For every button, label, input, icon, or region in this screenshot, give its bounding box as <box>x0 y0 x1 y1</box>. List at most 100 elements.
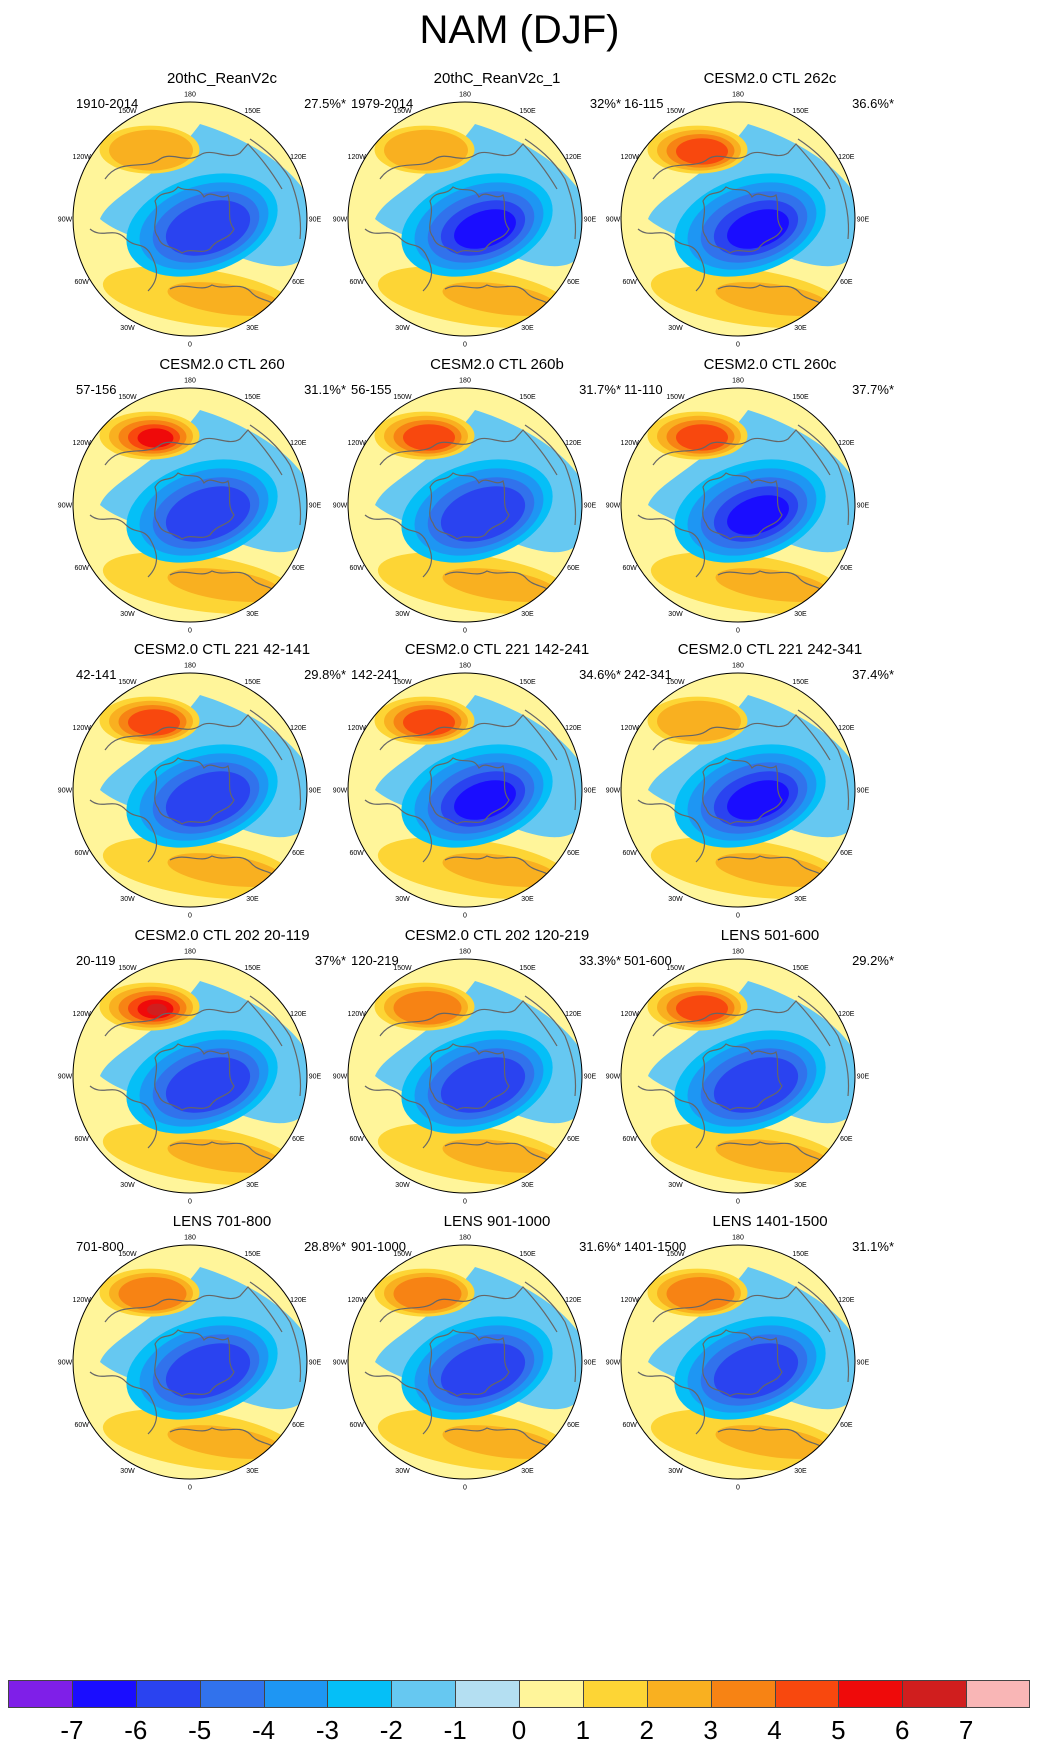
longitude-label: 0 <box>463 1199 467 1206</box>
map-panel: LENS 501-600 501-600 29.2%* 180 150E 120E 90E 6… <box>606 927 920 1237</box>
longitude-label: 150E <box>792 1251 809 1258</box>
colorbar-tick-label: 4 <box>767 1715 782 1745</box>
longitude-label: 90E <box>309 217 322 224</box>
longitude-label: 150E <box>792 965 809 972</box>
panel-title: CESM2.0 CTL 262c <box>703 70 837 87</box>
explained-variance: 31.6%* <box>579 1239 621 1254</box>
longitude-label: 60E <box>840 850 853 857</box>
longitude-label: 0 <box>736 913 740 920</box>
panel-period: 1979-2014 <box>351 96 414 111</box>
longitude-label: 150W <box>393 1251 412 1258</box>
longitude-label: 30W <box>668 896 683 903</box>
map-boundary <box>347 672 583 908</box>
pacific-positive-contour <box>657 700 741 742</box>
atlantic-positive-contour <box>715 1139 831 1173</box>
longitude-label: 90E <box>584 788 597 795</box>
longitude-label: 150E <box>244 108 261 115</box>
colorbar-tick-label: -7 <box>60 1715 84 1745</box>
longitude-label: 30W <box>395 1468 410 1475</box>
map-field <box>621 959 855 1193</box>
longitude-label: 90W <box>333 1074 348 1081</box>
coastlines <box>364 138 577 312</box>
coastline <box>364 1085 433 1149</box>
longitude-label: 150W <box>118 394 137 401</box>
coastline <box>797 709 850 811</box>
coastline <box>89 799 158 863</box>
colorbar: -7 -6 -5 -4 -3 -2 -1 0 1 2 3 4 5 6 7 <box>8 1680 1030 1752</box>
longitude-label: 30E <box>246 325 259 332</box>
explained-variance: 29.8%* <box>304 667 346 682</box>
longitude-label: 30E <box>521 1468 534 1475</box>
coastlines <box>89 424 302 598</box>
coastline <box>429 186 510 254</box>
longitude-label: 60W <box>349 565 364 572</box>
colorbar-tick-label: 5 <box>831 1715 846 1745</box>
longitude-label: 30E <box>794 1468 807 1475</box>
explained-variance: 36.6%* <box>852 96 894 111</box>
longitude-label: 0 <box>188 628 192 635</box>
map-boundary <box>72 101 308 337</box>
longitude-label: 120W <box>73 725 92 732</box>
coastline <box>429 757 510 825</box>
map-boundary <box>347 1244 583 1480</box>
coastline <box>154 1329 235 1397</box>
polar-map: 180 150E 120E 90E 60E 30E 0 30W 60W 90W 120W 150W <box>58 1235 322 1492</box>
longitude-label: 0 <box>188 342 192 349</box>
longitude-label: 90E <box>309 503 322 510</box>
longitude-label: 60E <box>292 1136 305 1143</box>
longitude-label: 60E <box>567 565 580 572</box>
colorbar-swatch <box>391 1680 456 1708</box>
longitude-label: 120W <box>73 1011 92 1018</box>
coastlines <box>637 138 850 312</box>
longitude-label: 90W <box>606 788 621 795</box>
longitude-label: 180 <box>184 663 196 670</box>
longitude-label: 30E <box>246 896 259 903</box>
coastline <box>652 143 831 190</box>
atlantic-positive-contour <box>167 1425 283 1459</box>
longitude-label: 120W <box>621 1011 640 1018</box>
panel-title: 20thC_ReanV2c <box>166 70 278 87</box>
polar-map: 180 150E 120E 90E 60E 30E 0 30W 60W 90W 120W 150W <box>333 663 597 920</box>
longitude-label: 90E <box>857 1074 870 1081</box>
longitude-label: 0 <box>736 1199 740 1206</box>
longitude-label: 60W <box>74 279 89 286</box>
coastline <box>104 1000 283 1047</box>
coastline <box>154 186 235 254</box>
atlantic-positive-contour <box>715 853 831 887</box>
longitude-label: 180 <box>184 92 196 99</box>
coastline <box>444 1427 556 1455</box>
coastline <box>652 1286 831 1333</box>
longitude-label: 150E <box>244 394 261 401</box>
coastline <box>89 514 158 578</box>
coastline <box>364 514 433 578</box>
coastline <box>717 284 829 312</box>
map-field <box>348 1245 582 1479</box>
colorbar-swatch <box>902 1680 967 1708</box>
coastline <box>249 1281 302 1383</box>
longitude-label: 120W <box>73 1297 92 1304</box>
longitude-label: 150W <box>393 108 412 115</box>
longitude-label: 90W <box>58 1360 73 1367</box>
explained-variance: 34.6%* <box>579 667 621 682</box>
longitude-label: 30W <box>120 1182 135 1189</box>
longitude-label: 60W <box>622 1422 637 1429</box>
longitude-label: 150W <box>118 108 137 115</box>
pacific-positive-contour <box>147 1003 167 1016</box>
longitude-label: 120E <box>838 1011 855 1018</box>
longitude-label: 0 <box>463 913 467 920</box>
map-field <box>348 102 582 336</box>
coastline <box>104 429 283 476</box>
atlantic-positive-contour <box>715 1425 831 1459</box>
polar-map: 180 150E 120E 90E 60E 30E 0 30W 60W 90W 120W 150W <box>606 378 870 635</box>
longitude-label: 60W <box>349 850 364 857</box>
longitude-label: 30W <box>120 325 135 332</box>
map-panel: LENS 901-1000 901-1000 31.6%* 180 150E 120E 90… <box>333 1213 647 1523</box>
polar-map: 180 150E 120E 90E 60E 30E 0 30W 60W 90W 120W 150W <box>58 378 322 635</box>
longitude-label: 30W <box>668 1182 683 1189</box>
longitude-label: 60E <box>840 1136 853 1143</box>
coastline <box>797 138 850 240</box>
panel-title: CESM2.0 CTL 202 120-219 <box>404 927 590 944</box>
longitude-label: 180 <box>732 1235 744 1242</box>
map-panel: CESM2.0 CTL 221 242-341 242-341 37.4%* 180 1… <box>606 641 920 951</box>
panel-title: LENS 1401-1500 <box>712 1213 828 1230</box>
